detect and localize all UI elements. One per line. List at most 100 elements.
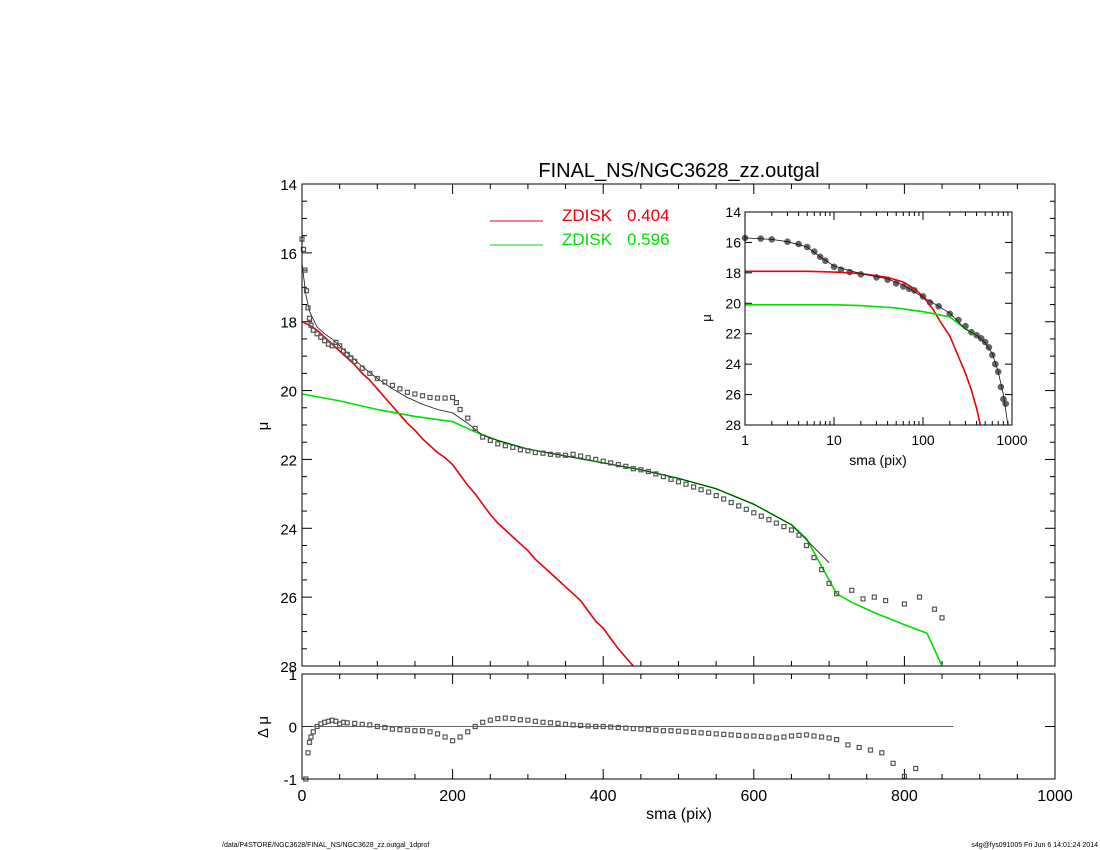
residual-marker [698,730,704,736]
main-y-tick-label: 16 [280,246,297,263]
main-observed-marker [803,542,810,549]
inset-y-tick-label: 18 [725,265,741,281]
main-observed-marker [562,452,569,458]
main-observed-marker [453,400,459,406]
residual-marker [547,720,554,726]
main-observed-marker [758,513,764,519]
inset-model-sum-line [744,237,1009,426]
main-observed-marker [849,587,855,593]
residual-marker [562,721,569,728]
main-observed-marker [303,288,310,294]
residual-marker [374,723,380,730]
residual-x-tick-label: 200 [439,788,466,805]
residual-marker [758,733,764,740]
residual-marker [427,729,433,735]
residual-y-label: Δ μ [255,716,272,738]
residual-marker [487,717,493,723]
main-observed-marker [333,339,339,345]
inset-x-tick-label: 100 [911,432,935,448]
main-observed-marker [796,532,802,538]
main-observed-marker [593,456,599,462]
residual-marker [766,734,772,740]
main-frame [301,183,1056,667]
residual-marker [600,723,606,730]
residual-marker [913,765,919,772]
inset-y-tick-label: 22 [725,326,741,342]
inset-x-label: sma (pix) [849,452,907,468]
main-observed-marker [931,606,938,612]
residual-marker [668,728,674,734]
inset-y-label: μ [699,314,714,322]
residual-marker [434,731,441,737]
residual-marker [555,720,561,727]
main-observed-marker [465,415,471,421]
main-observed-marker [302,267,308,273]
main-observed-marker [427,394,433,401]
main-observed-marker [600,458,606,464]
residual-marker [736,732,742,739]
main-observed-marker [721,496,727,502]
main-panel: FINAL_NS/NGC3628_zz.outgal μ 14 16 18 20 22 2… [255,160,1056,676]
residual-marker [517,717,524,723]
residual-marker [389,726,395,732]
residual-marker [773,735,780,741]
main-observed-marker [751,510,757,516]
residual-marker [457,734,463,740]
main-observed-marker [450,394,456,401]
main-observed-marker [374,375,380,382]
main-observed-marker [773,520,780,526]
residual-marker [308,734,314,740]
residual-marker [788,733,795,739]
main-observed-marker [668,476,674,482]
residual-marker [796,732,802,739]
residual-y-tick-label: 0 [289,720,297,737]
main-observed-marker [517,447,524,453]
main-y-tick-label: 18 [280,315,297,332]
residual-marker [690,729,697,735]
main-observed-marker [623,463,629,469]
residual-marker [683,729,689,735]
residual-x-tick-label: 400 [590,788,617,805]
main-observed-marker [882,597,889,604]
residual-marker [751,733,757,739]
residual-marker [803,732,810,738]
main-observed-marker [532,449,539,456]
residual-frame [301,673,1056,780]
residual-marker [660,728,667,734]
residual-y-tick-label: 1 [289,667,297,684]
main-observed-marker [585,455,591,461]
legend-label-green: ZDISK [562,230,613,249]
inset-y-tick-label: 14 [725,204,741,220]
residual-marker [305,750,311,756]
main-y-tick-label: 14 [280,177,297,194]
residual-x-label: sma (pix) [646,806,712,823]
main-observed-marker [788,527,795,533]
residual-marker [525,717,531,723]
main-observed-marker [306,315,313,321]
main-observed-marker [352,358,358,364]
residual-marker [623,725,629,731]
residual-marker [352,720,358,727]
main-observed-marker [404,389,410,395]
residual-marker [728,732,734,738]
residual-marker [472,723,478,730]
main-observed-marker [766,517,772,523]
inset-x-tick-label: 1000 [996,432,1027,448]
inset-frame [744,211,1013,426]
main-observed-marker [344,351,350,357]
residual-marker [382,724,388,731]
residual-marker [593,723,599,730]
main-observed-marker [860,596,866,602]
main-observed-marker [389,382,395,388]
residual-marker [856,744,862,751]
main-observed-marker [314,331,320,337]
inset-zdisk-red-line [745,270,982,426]
residual-marker [532,718,539,724]
main-observed-marker [728,499,734,506]
residual-marker [811,733,817,739]
residual-y-tick-label: -1 [284,772,297,789]
residual-marker [450,738,456,744]
main-observed-marker [675,479,682,485]
inset-y-tick-label: 16 [725,234,741,250]
